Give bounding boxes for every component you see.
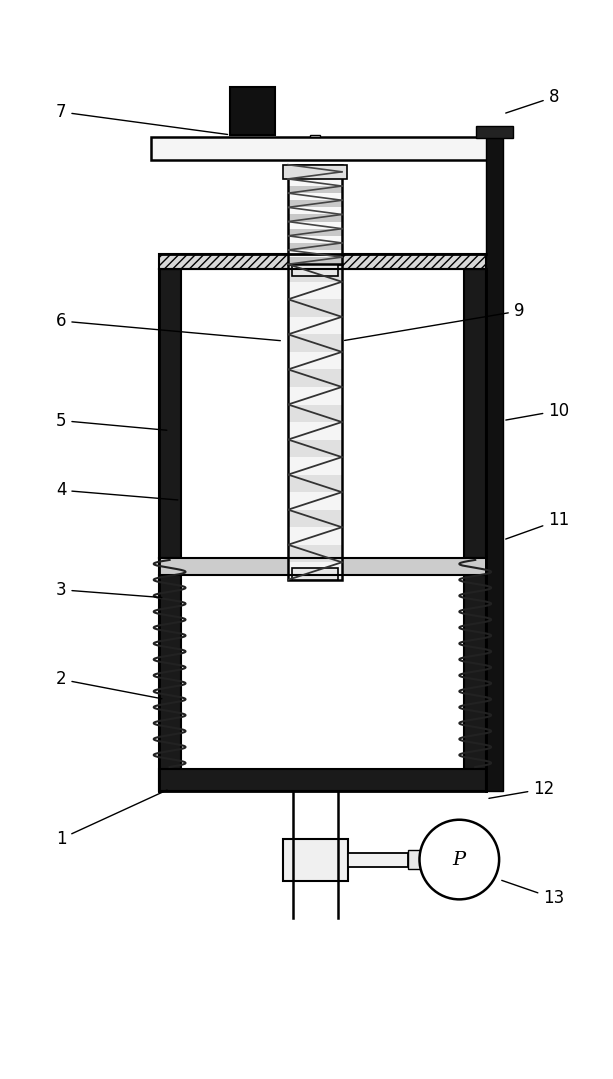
Bar bbox=[292, 264, 338, 276]
Bar bbox=[288, 299, 342, 317]
Bar bbox=[464, 558, 486, 791]
Text: 6: 6 bbox=[56, 312, 280, 341]
Bar bbox=[288, 492, 342, 509]
Bar bbox=[151, 137, 489, 160]
Text: 2: 2 bbox=[56, 670, 162, 699]
Bar bbox=[288, 439, 342, 457]
Bar bbox=[486, 132, 503, 791]
Bar bbox=[288, 250, 342, 257]
Bar bbox=[288, 243, 342, 250]
Bar bbox=[288, 475, 342, 492]
Bar bbox=[288, 405, 342, 422]
Bar bbox=[288, 172, 342, 179]
Circle shape bbox=[419, 820, 499, 900]
Bar bbox=[288, 215, 342, 221]
Bar bbox=[288, 201, 342, 207]
Bar bbox=[310, 135, 320, 137]
Text: 9: 9 bbox=[345, 302, 524, 341]
Bar bbox=[476, 126, 513, 138]
Bar bbox=[464, 270, 486, 558]
Bar bbox=[288, 186, 342, 193]
Bar bbox=[288, 165, 342, 264]
Bar bbox=[288, 282, 342, 299]
Bar bbox=[283, 838, 348, 882]
Bar bbox=[288, 528, 342, 545]
Bar bbox=[283, 165, 347, 179]
Bar bbox=[288, 422, 342, 439]
Bar bbox=[159, 769, 486, 791]
Bar bbox=[288, 207, 342, 215]
Bar bbox=[288, 236, 342, 243]
Bar bbox=[288, 221, 342, 229]
Bar bbox=[292, 568, 338, 579]
Text: 11: 11 bbox=[506, 511, 569, 540]
Bar bbox=[159, 558, 486, 575]
Bar bbox=[288, 229, 342, 236]
Text: 5: 5 bbox=[56, 411, 167, 431]
Bar bbox=[288, 369, 342, 387]
Bar bbox=[288, 334, 342, 352]
Bar bbox=[288, 352, 342, 369]
Bar bbox=[288, 264, 342, 282]
Bar bbox=[288, 457, 342, 475]
Bar bbox=[159, 270, 181, 558]
Bar bbox=[288, 179, 342, 186]
Bar bbox=[159, 255, 486, 270]
Bar bbox=[288, 545, 342, 562]
Text: 10: 10 bbox=[506, 401, 569, 420]
Bar bbox=[408, 849, 422, 870]
Bar bbox=[288, 257, 342, 264]
Bar bbox=[159, 558, 181, 791]
Text: 8: 8 bbox=[506, 88, 559, 113]
Text: 3: 3 bbox=[56, 581, 162, 599]
Text: 13: 13 bbox=[502, 880, 565, 907]
Text: 12: 12 bbox=[489, 780, 555, 798]
Text: 4: 4 bbox=[56, 481, 178, 500]
Bar bbox=[288, 317, 342, 334]
Bar bbox=[230, 87, 275, 135]
Bar bbox=[288, 562, 342, 579]
Bar bbox=[288, 387, 342, 405]
Bar bbox=[288, 264, 342, 579]
Bar bbox=[348, 852, 408, 866]
Bar bbox=[288, 165, 342, 172]
Bar bbox=[288, 509, 342, 528]
Text: 7: 7 bbox=[56, 103, 227, 135]
Text: P: P bbox=[453, 850, 466, 869]
Bar bbox=[288, 193, 342, 201]
Text: 1: 1 bbox=[56, 790, 167, 848]
